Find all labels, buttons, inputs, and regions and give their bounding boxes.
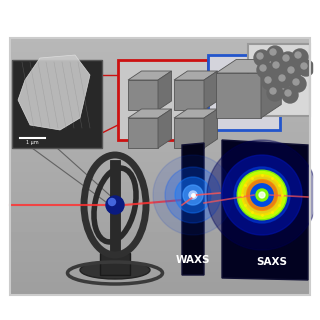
Polygon shape xyxy=(158,109,172,148)
Circle shape xyxy=(279,75,285,81)
Circle shape xyxy=(280,52,296,68)
Bar xyxy=(118,60,208,140)
Ellipse shape xyxy=(153,155,233,235)
Bar xyxy=(208,55,280,130)
Circle shape xyxy=(260,65,266,71)
Circle shape xyxy=(298,60,314,76)
Ellipse shape xyxy=(183,185,203,205)
Polygon shape xyxy=(261,60,281,118)
Polygon shape xyxy=(18,55,90,130)
Ellipse shape xyxy=(189,191,197,199)
Circle shape xyxy=(262,74,278,90)
Text: 1 μm: 1 μm xyxy=(26,140,38,145)
Circle shape xyxy=(257,53,263,59)
Ellipse shape xyxy=(234,167,290,223)
Ellipse shape xyxy=(259,192,265,198)
Circle shape xyxy=(270,49,276,55)
Polygon shape xyxy=(216,60,281,73)
Ellipse shape xyxy=(207,140,317,250)
Polygon shape xyxy=(174,71,218,80)
Polygon shape xyxy=(128,71,172,80)
Bar xyxy=(216,73,261,118)
Circle shape xyxy=(295,52,301,58)
Circle shape xyxy=(270,88,276,94)
Circle shape xyxy=(282,87,298,103)
Ellipse shape xyxy=(256,189,268,201)
Bar xyxy=(110,160,120,255)
Bar xyxy=(100,253,130,275)
Circle shape xyxy=(290,76,306,92)
Circle shape xyxy=(283,55,289,61)
Circle shape xyxy=(270,59,286,75)
Circle shape xyxy=(257,62,273,78)
Circle shape xyxy=(267,46,283,62)
Ellipse shape xyxy=(80,261,150,279)
Bar xyxy=(174,118,204,148)
Circle shape xyxy=(285,90,291,96)
Circle shape xyxy=(301,63,307,69)
Polygon shape xyxy=(204,71,218,110)
Ellipse shape xyxy=(165,167,221,223)
Circle shape xyxy=(293,79,299,85)
Polygon shape xyxy=(174,109,218,118)
Text: SAXS: SAXS xyxy=(257,257,287,267)
Circle shape xyxy=(288,67,294,73)
Bar xyxy=(0,0,320,38)
Circle shape xyxy=(265,77,271,83)
Circle shape xyxy=(108,198,116,205)
Ellipse shape xyxy=(175,177,211,213)
Circle shape xyxy=(106,196,124,214)
Circle shape xyxy=(292,49,308,65)
Polygon shape xyxy=(222,140,308,280)
Polygon shape xyxy=(182,143,204,275)
Bar xyxy=(174,80,204,110)
Circle shape xyxy=(273,62,279,68)
Circle shape xyxy=(267,85,283,101)
Ellipse shape xyxy=(244,177,280,213)
Circle shape xyxy=(276,72,292,88)
Bar xyxy=(10,38,310,295)
Polygon shape xyxy=(128,109,172,118)
Bar xyxy=(128,118,158,148)
Polygon shape xyxy=(158,71,172,110)
Circle shape xyxy=(285,64,301,80)
Circle shape xyxy=(254,50,270,66)
Text: WAXS: WAXS xyxy=(176,255,210,265)
Ellipse shape xyxy=(222,155,302,235)
Bar xyxy=(248,44,310,116)
Bar xyxy=(128,80,158,110)
Bar xyxy=(12,60,102,148)
Polygon shape xyxy=(204,109,218,148)
